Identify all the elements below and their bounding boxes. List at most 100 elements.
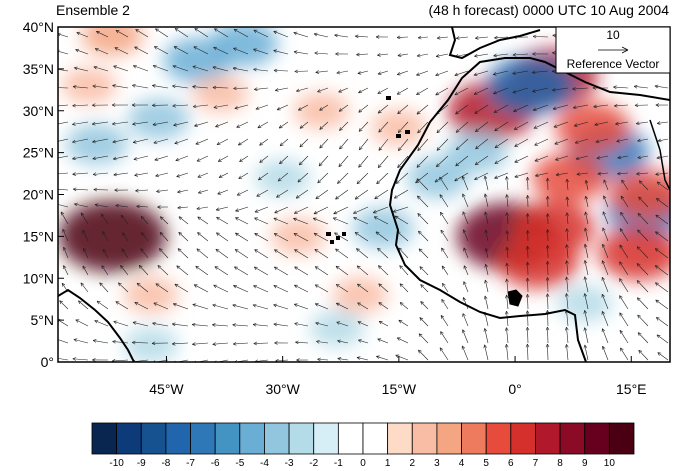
field-anomaly-22	[371, 109, 427, 146]
wind-vector-536	[232, 323, 249, 327]
wind-vector-222	[154, 155, 169, 161]
wind-vector-206	[455, 138, 469, 151]
wind-vector-33	[94, 48, 109, 55]
wind-vector-237	[455, 155, 469, 167]
colorbar-label: -9	[137, 458, 146, 469]
wind-vector-207	[475, 138, 489, 150]
wind-vector-11	[273, 30, 289, 38]
wind-vector-86	[532, 70, 549, 75]
colorbar-box-9	[313, 422, 339, 455]
wind-vector-569	[274, 341, 289, 345]
wind-vector-514	[420, 301, 429, 310]
colorbar-box-19	[559, 422, 586, 455]
wind-vector-396	[545, 229, 550, 242]
wind-vector-159	[132, 121, 149, 126]
wind-vector-581	[525, 327, 530, 344]
wind-vector-412	[234, 249, 249, 259]
wind-vector-245	[617, 155, 629, 160]
colorbar-box-16	[485, 422, 512, 455]
wind-vector-452	[419, 266, 429, 276]
wind-vector-388	[375, 231, 389, 242]
wind-vector-414	[274, 249, 289, 259]
wind-vector-322	[294, 206, 309, 214]
wind-vector-602	[317, 357, 329, 362]
wind-vector-212	[574, 138, 589, 144]
wind-vector-172	[397, 121, 409, 133]
wind-vector-218	[72, 155, 89, 161]
wind-vector-213	[595, 138, 609, 144]
field-anomaly-15	[127, 98, 190, 140]
wind-vector-149	[552, 104, 569, 111]
wind-vector-580	[504, 327, 509, 344]
wind-vector-141	[397, 104, 409, 115]
wind-vector-324	[333, 206, 349, 215]
wind-vector-398	[584, 227, 589, 242]
wind-vector-42	[273, 49, 289, 55]
wind-vector-231	[338, 155, 349, 168]
wind-vector-230	[318, 155, 329, 167]
wind-vector-619	[657, 352, 669, 361]
wind-vector-255	[197, 172, 209, 178]
wind-vector-605	[376, 355, 389, 361]
wind-vector-265	[395, 172, 409, 184]
wind-vector-409	[177, 248, 189, 259]
wind-vector-478	[314, 284, 329, 293]
wind-vector-205	[436, 138, 449, 151]
wind-vector-244	[596, 155, 609, 160]
wind-vector-326	[372, 206, 389, 214]
wind-vector-241	[534, 155, 549, 162]
lat-tick-label: 20°N	[23, 187, 54, 203]
wind-vector-382	[254, 233, 269, 242]
wind-vector-256	[218, 172, 229, 178]
wind-vector-282	[114, 188, 129, 192]
wind-vector-365	[545, 213, 550, 225]
wind-vector-277	[636, 172, 649, 176]
wind-vector-209	[514, 138, 529, 147]
wind-vector-319	[235, 206, 249, 212]
wind-vector-259	[277, 172, 289, 182]
colorbar-label: 0	[360, 458, 366, 469]
wind-vector-130	[172, 104, 189, 108]
wind-vector-303	[545, 177, 550, 191]
colorbar-label: 9	[582, 458, 588, 469]
wind-vector-429	[583, 243, 589, 259]
wind-vector-75	[315, 70, 329, 74]
wind-vector-328	[417, 195, 429, 208]
wind-vector-183	[615, 121, 629, 126]
wind-vector-376	[141, 232, 149, 242]
wind-vector-126	[92, 103, 109, 107]
wind-vector-179	[533, 121, 549, 129]
wind-vector-484	[442, 283, 449, 293]
wind-vector-450	[378, 265, 389, 276]
wind-vector-70	[212, 66, 229, 72]
wind-vector-73	[273, 68, 289, 73]
wind-vector-137	[319, 104, 329, 111]
wind-vector-197	[279, 138, 289, 147]
wind-vector-85	[512, 70, 529, 75]
wind-vector-578	[462, 329, 469, 344]
wind-vector-211	[554, 138, 569, 145]
wind-vector-518	[505, 294, 509, 310]
wind-vector-575	[396, 337, 409, 344]
wind-vector-140	[377, 104, 389, 114]
wind-vector-427	[545, 245, 550, 259]
wind-vector-47	[377, 53, 389, 57]
wind-vector-144	[455, 104, 469, 115]
wind-vector-55	[532, 52, 549, 56]
wind-vector-433	[654, 248, 669, 259]
field-anomaly-25	[123, 276, 179, 314]
wind-vector-148	[532, 104, 549, 112]
wind-vector-431	[619, 244, 629, 259]
wind-vector-459	[565, 260, 569, 276]
wind-vector-293	[335, 189, 349, 200]
wind-vector-170	[358, 121, 369, 132]
wind-vector-191	[153, 138, 169, 144]
wind-vector-434	[63, 265, 69, 276]
wind-vector-111	[416, 87, 429, 96]
wind-vector-364	[525, 213, 530, 225]
wind-vector-506	[252, 303, 269, 310]
wind-vector-169	[339, 121, 349, 131]
wind-vector-606	[395, 354, 409, 361]
wind-vector-267	[434, 172, 449, 183]
wind-vector-36	[154, 46, 169, 55]
